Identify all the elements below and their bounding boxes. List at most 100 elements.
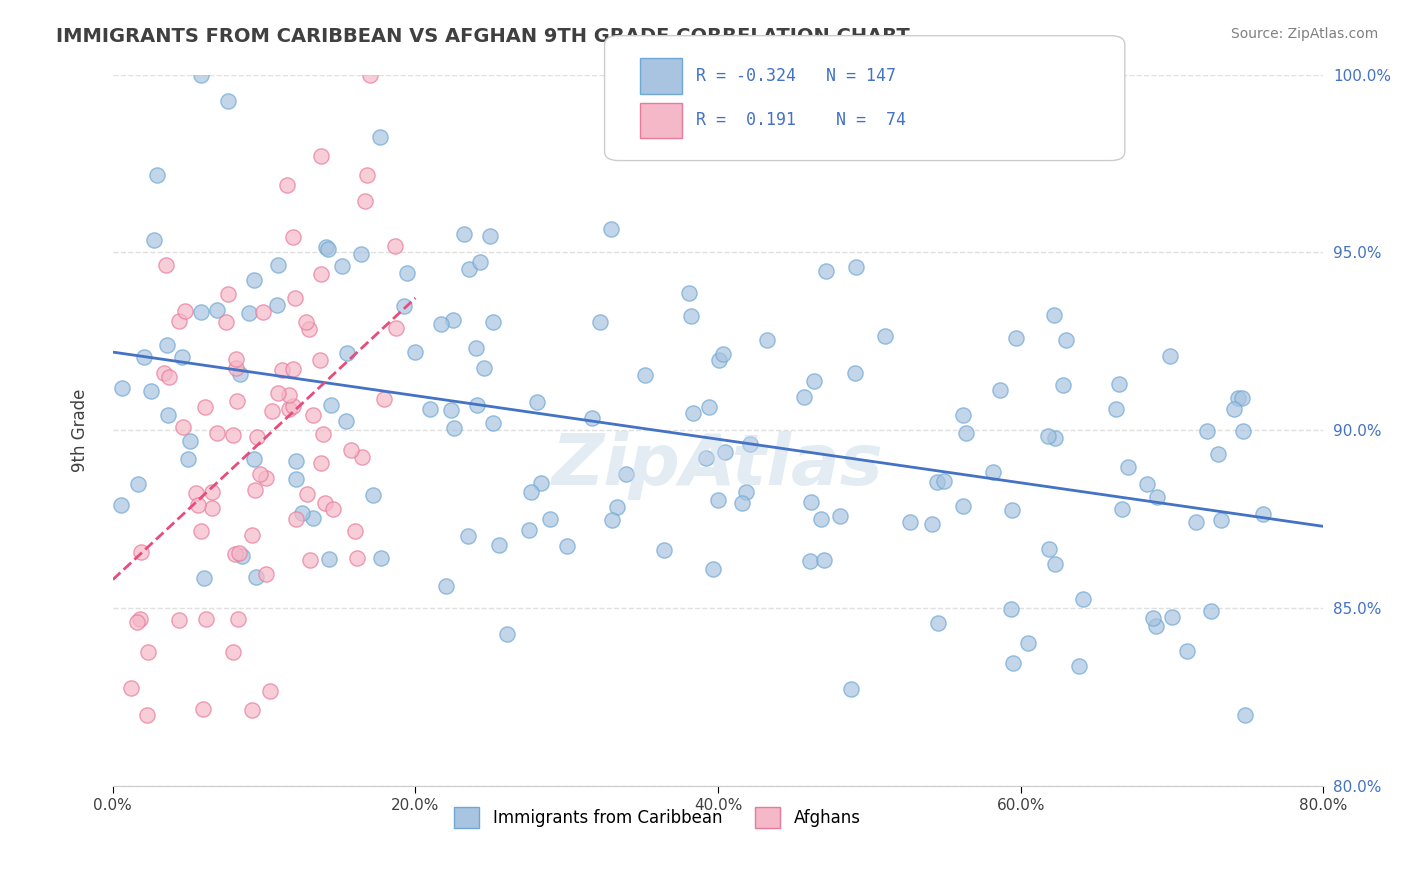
Immigrants from Caribbean bbox=[457, 262, 479, 277]
Immigrants from Caribbean bbox=[231, 549, 253, 563]
Immigrants from Caribbean bbox=[350, 247, 373, 261]
Immigrants from Caribbean bbox=[952, 499, 974, 513]
Immigrants from Caribbean bbox=[1105, 402, 1128, 417]
Immigrants from Caribbean bbox=[110, 498, 132, 512]
Immigrants from Caribbean bbox=[800, 495, 823, 509]
Immigrants from Caribbean bbox=[875, 328, 897, 343]
Afghans bbox=[120, 681, 142, 696]
Afghans bbox=[221, 645, 243, 659]
Immigrants from Caribbean bbox=[1232, 424, 1254, 438]
Afghans bbox=[167, 314, 190, 328]
Immigrants from Caribbean bbox=[634, 368, 657, 382]
Afghans bbox=[228, 546, 250, 560]
Immigrants from Caribbean bbox=[1017, 636, 1039, 650]
Afghans bbox=[190, 524, 212, 538]
Immigrants from Caribbean bbox=[526, 394, 548, 409]
Afghans bbox=[135, 707, 157, 722]
Immigrants from Caribbean bbox=[1146, 491, 1168, 505]
Immigrants from Caribbean bbox=[793, 390, 815, 404]
Immigrants from Caribbean bbox=[318, 552, 340, 566]
Immigrants from Caribbean bbox=[1161, 610, 1184, 624]
Immigrants from Caribbean bbox=[519, 523, 541, 537]
Afghans bbox=[207, 425, 229, 440]
Immigrants from Caribbean bbox=[799, 554, 821, 568]
Immigrants from Caribbean bbox=[190, 304, 212, 318]
Immigrants from Caribbean bbox=[520, 485, 543, 500]
Afghans bbox=[127, 615, 149, 630]
Immigrants from Caribbean bbox=[177, 452, 200, 467]
Immigrants from Caribbean bbox=[697, 400, 720, 414]
Afghans bbox=[224, 547, 246, 561]
Immigrants from Caribbean bbox=[139, 384, 162, 398]
Immigrants from Caribbean bbox=[146, 168, 169, 182]
Immigrants from Caribbean bbox=[581, 411, 603, 425]
Immigrants from Caribbean bbox=[1209, 513, 1232, 527]
Immigrants from Caribbean bbox=[291, 506, 314, 520]
Immigrants from Caribbean bbox=[1201, 604, 1223, 618]
Immigrants from Caribbean bbox=[1043, 557, 1066, 571]
Immigrants from Caribbean bbox=[714, 445, 737, 459]
Afghans bbox=[157, 370, 180, 384]
Afghans bbox=[309, 267, 332, 281]
Afghans bbox=[309, 456, 332, 470]
Immigrants from Caribbean bbox=[301, 511, 323, 525]
Immigrants from Caribbean bbox=[336, 346, 359, 360]
Afghans bbox=[172, 420, 194, 434]
Immigrants from Caribbean bbox=[952, 408, 974, 422]
Immigrants from Caribbean bbox=[190, 68, 212, 82]
Afghans bbox=[344, 524, 367, 539]
Afghans bbox=[385, 321, 408, 335]
Immigrants from Caribbean bbox=[983, 465, 1005, 479]
Immigrants from Caribbean bbox=[1067, 659, 1090, 673]
Afghans bbox=[215, 315, 238, 329]
Immigrants from Caribbean bbox=[1036, 428, 1059, 442]
Immigrants from Caribbean bbox=[828, 508, 851, 523]
Afghans bbox=[184, 485, 207, 500]
Immigrants from Caribbean bbox=[530, 476, 553, 491]
Immigrants from Caribbean bbox=[1197, 424, 1219, 438]
Y-axis label: 9th Grade: 9th Grade bbox=[72, 388, 89, 472]
Afghans bbox=[309, 352, 332, 367]
Immigrants from Caribbean bbox=[1071, 592, 1094, 607]
Immigrants from Caribbean bbox=[1223, 402, 1246, 417]
Immigrants from Caribbean bbox=[1052, 378, 1074, 392]
Immigrants from Caribbean bbox=[1136, 476, 1159, 491]
Immigrants from Caribbean bbox=[1232, 391, 1254, 405]
Afghans bbox=[356, 168, 378, 182]
Immigrants from Caribbean bbox=[1144, 619, 1167, 633]
Afghans bbox=[226, 612, 249, 626]
Immigrants from Caribbean bbox=[284, 454, 307, 468]
Immigrants from Caribbean bbox=[756, 333, 779, 347]
Immigrants from Caribbean bbox=[479, 229, 502, 244]
Text: R = -0.324   N = 147: R = -0.324 N = 147 bbox=[696, 67, 896, 85]
Immigrants from Caribbean bbox=[245, 570, 267, 584]
Afghans bbox=[129, 545, 152, 559]
Immigrants from Caribbean bbox=[988, 384, 1011, 398]
Afghans bbox=[311, 426, 333, 441]
Immigrants from Caribbean bbox=[443, 421, 465, 435]
Afghans bbox=[225, 352, 247, 367]
Immigrants from Caribbean bbox=[734, 485, 756, 500]
Afghans bbox=[191, 702, 214, 716]
Immigrants from Caribbean bbox=[841, 682, 863, 697]
Immigrants from Caribbean bbox=[1038, 542, 1060, 557]
Immigrants from Caribbean bbox=[111, 382, 134, 396]
Immigrants from Caribbean bbox=[707, 493, 730, 508]
Immigrants from Caribbean bbox=[156, 338, 179, 352]
Immigrants from Caribbean bbox=[143, 233, 166, 247]
Immigrants from Caribbean bbox=[465, 398, 488, 412]
Afghans bbox=[252, 305, 274, 319]
Afghans bbox=[346, 550, 368, 565]
Immigrants from Caribbean bbox=[652, 543, 675, 558]
Afghans bbox=[322, 502, 344, 516]
Afghans bbox=[298, 553, 321, 567]
Immigrants from Caribbean bbox=[803, 374, 825, 388]
Immigrants from Caribbean bbox=[457, 529, 479, 543]
Immigrants from Caribbean bbox=[900, 515, 922, 529]
Immigrants from Caribbean bbox=[396, 267, 419, 281]
Afghans bbox=[254, 567, 277, 582]
Afghans bbox=[295, 487, 318, 501]
Afghans bbox=[302, 409, 325, 423]
Immigrants from Caribbean bbox=[368, 129, 391, 144]
Immigrants from Caribbean bbox=[711, 346, 734, 360]
